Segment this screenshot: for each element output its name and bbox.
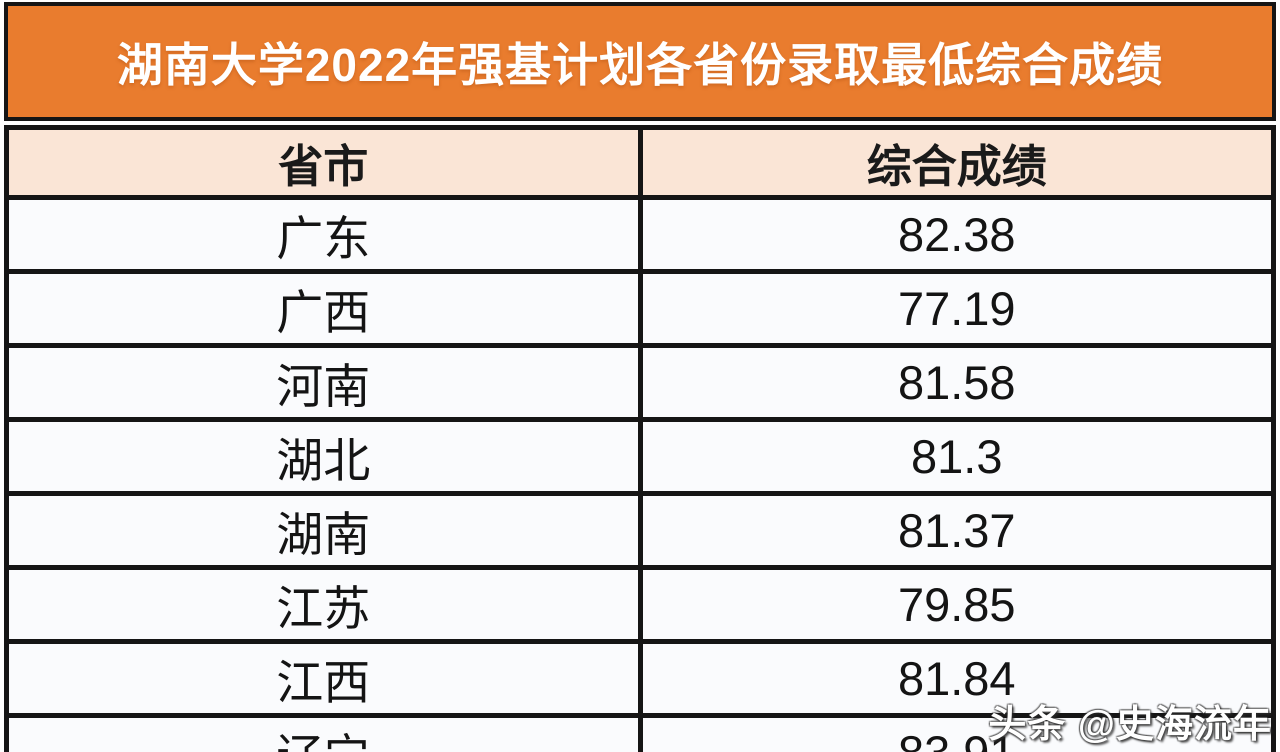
page-title: 湖南大学2022年强基计划各省份录取最低综合成绩 — [116, 38, 1164, 91]
score-cell: 83.91 — [637, 713, 1276, 752]
score-cell: 77.19 — [637, 269, 1276, 348]
watermark: 头条 @史海流年 — [988, 693, 1272, 748]
table-row: 江苏 79.85 — [4, 565, 1276, 644]
province-cell: 广西 — [4, 269, 643, 348]
score-cell: 79.85 — [637, 565, 1276, 644]
table-row: 辽宁 83.91 — [4, 713, 1276, 752]
table-row: 湖南 81.37 — [4, 491, 1276, 570]
watermark-text: 头条 @史海流年 — [988, 704, 1272, 746]
table-row: 广西 77.19 — [4, 269, 1276, 348]
province-cell: 广东 — [4, 195, 643, 274]
province-cell: 湖南 — [4, 491, 643, 570]
column-header-score: 综合成绩 — [637, 125, 1276, 200]
province-cell: 河南 — [4, 343, 643, 422]
score-cell: 81.3 — [637, 417, 1276, 496]
title-banner: 湖南大学2022年强基计划各省份录取最低综合成绩 — [4, 2, 1276, 121]
province-cell: 湖北 — [4, 417, 643, 496]
table-row: 广东 82.38 — [4, 195, 1276, 274]
province-cell: 江西 — [4, 639, 643, 718]
province-cell: 辽宁 — [4, 713, 643, 752]
score-cell: 81.37 — [637, 491, 1276, 570]
table-row: 河南 81.58 — [4, 343, 1276, 422]
table-row: 江西 81.84 — [4, 639, 1276, 718]
table-header-row: 省市 综合成绩 — [4, 125, 1276, 200]
score-cell: 82.38 — [637, 195, 1276, 274]
column-header-province: 省市 — [4, 125, 643, 200]
score-cell: 81.58 — [637, 343, 1276, 422]
province-cell: 江苏 — [4, 565, 643, 644]
score-cell: 81.84 — [637, 639, 1276, 718]
table-row: 湖北 81.3 — [4, 417, 1276, 496]
scores-table: 省市 综合成绩 广东 82.38 广西 77.19 河南 81.58 湖北 81… — [4, 125, 1276, 752]
